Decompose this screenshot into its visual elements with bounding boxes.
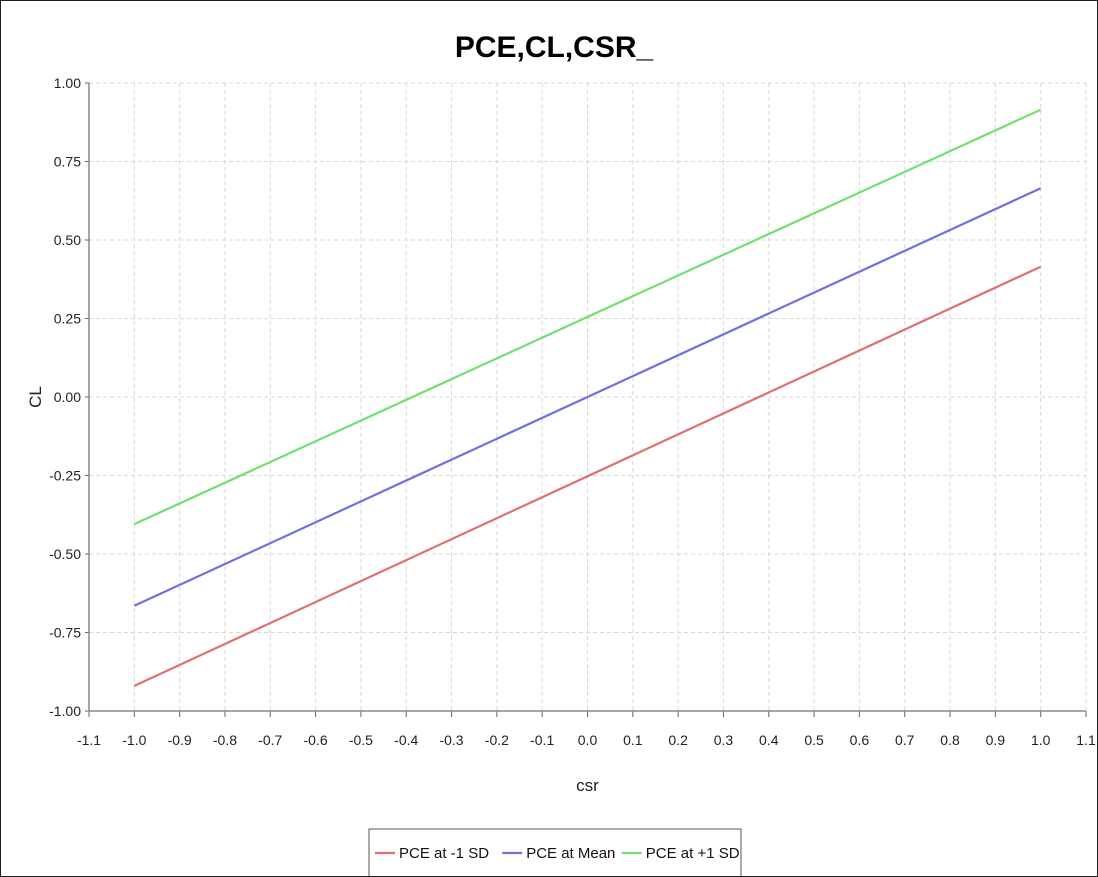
y-tick-label: 0.00 xyxy=(54,389,81,405)
x-tick-label: -0.7 xyxy=(258,732,282,748)
y-tick-label: -0.25 xyxy=(49,468,81,484)
x-tick-label: -0.1 xyxy=(530,732,554,748)
legend-label-0: PCE at -1 SD xyxy=(399,845,489,862)
y-tick-label: 0.50 xyxy=(54,232,81,248)
series-line-0 xyxy=(133,265,1042,687)
legend: PCE at -1 SD PCE at Mean PCE at +1 SD xyxy=(368,828,742,876)
series-lines xyxy=(133,108,1042,687)
x-tick-label: -0.4 xyxy=(394,732,418,748)
y-tick-label: 1.00 xyxy=(54,75,81,91)
x-tick-label: -1.0 xyxy=(122,732,146,748)
x-axis-label: csr xyxy=(576,776,599,795)
x-tick-label: 0.1 xyxy=(623,732,643,748)
y-tick-label: -1.00 xyxy=(49,703,81,719)
legend-label-2: PCE at +1 SD xyxy=(646,845,740,862)
x-tick-label: 0.9 xyxy=(986,732,1006,748)
x-tick-label: -0.2 xyxy=(485,732,509,748)
series-line-1 xyxy=(133,187,1042,607)
x-tick-label: 0.2 xyxy=(668,732,688,748)
x-tick-label: 1.1 xyxy=(1076,732,1096,748)
x-tick-label: 1.0 xyxy=(1031,732,1051,748)
y-tick-label: -0.50 xyxy=(49,546,81,562)
y-axis-label: CL xyxy=(26,386,45,408)
x-tick-label: 0.7 xyxy=(895,732,915,748)
x-tick-label: 0.4 xyxy=(759,732,779,748)
x-tick-label: 0.8 xyxy=(940,732,960,748)
legend-label-1: PCE at Mean xyxy=(526,845,615,862)
x-tick-label: -0.3 xyxy=(439,732,463,748)
x-tick-label: 0.5 xyxy=(804,732,824,748)
x-tick-label: -0.5 xyxy=(349,732,373,748)
x-tick-label: -1.1 xyxy=(77,732,101,748)
series-line-2 xyxy=(133,108,1042,526)
x-tick-label: -0.9 xyxy=(168,732,192,748)
legend-box xyxy=(368,828,742,876)
x-tick-label: -0.8 xyxy=(213,732,237,748)
y-tick-label: -0.75 xyxy=(49,625,81,641)
x-tick-label: -0.6 xyxy=(304,732,328,748)
chart-title: PCE,CL,CSR_ xyxy=(455,31,654,64)
y-tick-label: 0.25 xyxy=(54,311,81,327)
x-tick-label: 0.6 xyxy=(850,732,870,748)
x-tick-label: 0.3 xyxy=(714,732,734,748)
axes: -1.1 -1.0 -0.9 -0.8 -0.7 -0.6 -0.5 -0.4 -0.3 -0.2… xyxy=(49,75,1096,748)
y-tick-label: 0.75 xyxy=(54,154,81,170)
x-tick-label: 0.0 xyxy=(578,732,598,748)
